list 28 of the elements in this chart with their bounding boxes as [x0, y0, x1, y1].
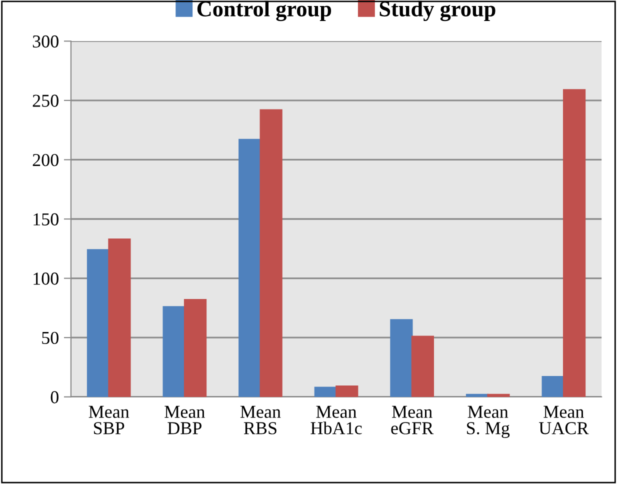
x-tick-label: Mean SBP [88, 406, 130, 434]
bar [562, 89, 586, 397]
legend-label: Control group [197, 0, 332, 22]
y-tick-label: 0 [50, 391, 58, 404]
bar [184, 298, 207, 397]
x-tick-label: Mean UACR [538, 406, 589, 434]
x-tick-label: Mean RBS [240, 406, 281, 434]
x-tick-label: Mean DBP [164, 406, 205, 434]
bar [86, 249, 110, 397]
bar [411, 336, 434, 397]
x-tick-label: Mean S. Mg [467, 406, 510, 438]
y-tick-label: 50 [42, 332, 58, 344]
bar [542, 376, 564, 397]
y-tick-label: 300 [32, 35, 58, 48]
y-tick-label: 200 [32, 154, 58, 166]
bar [238, 138, 262, 397]
y-tick-label: 150 [34, 213, 58, 226]
y-tick-label: 100 [34, 272, 58, 285]
y-tick-label: 250 [32, 94, 58, 107]
bar [260, 109, 282, 397]
bar [314, 386, 337, 397]
bar [336, 386, 358, 397]
x-tick-label: Mean eGFR [391, 406, 434, 434]
bar [162, 306, 186, 397]
bar [108, 238, 131, 397]
legend-label: Study group [380, 0, 496, 22]
x-tick-label: Mean HbA1c [310, 406, 362, 434]
bar [390, 319, 413, 397]
